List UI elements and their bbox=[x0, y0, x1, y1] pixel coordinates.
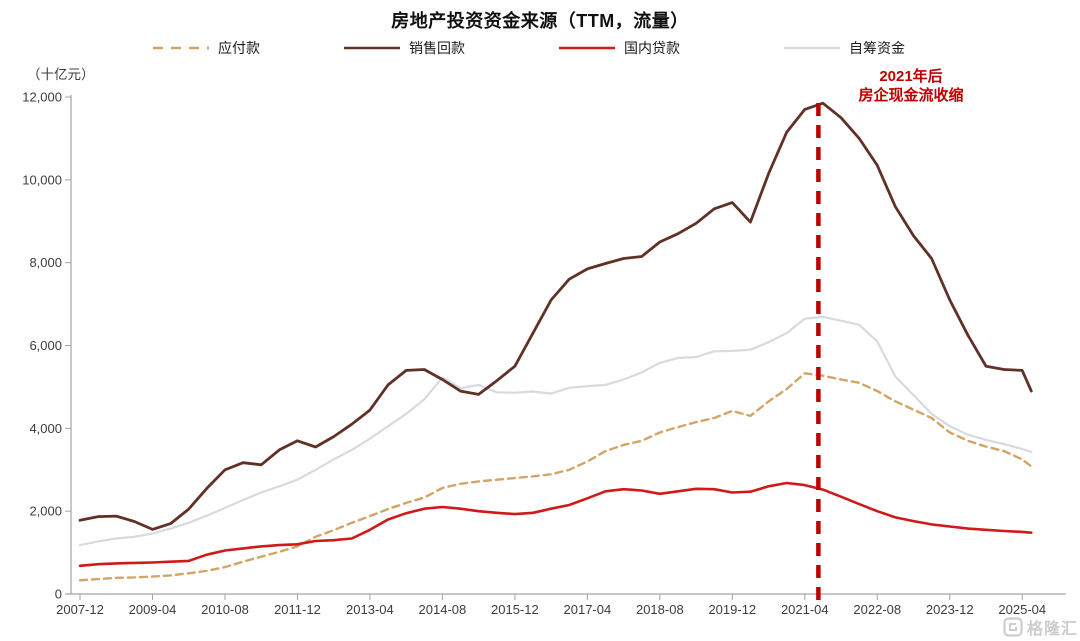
x-tick-label: 2023-12 bbox=[926, 602, 974, 617]
x-tick-label: 2009-04 bbox=[129, 602, 177, 617]
sales-receipts-line-swatch-icon bbox=[344, 46, 400, 50]
y-tick-label: 4,000 bbox=[29, 421, 62, 436]
legend-item-sales-receipts: 销售回款 bbox=[343, 39, 465, 57]
x-tick-label: 2011-12 bbox=[274, 602, 321, 617]
y-tick-label: 10,000 bbox=[22, 172, 62, 187]
legend-label: 自筹资金 bbox=[849, 40, 905, 56]
series-self_raised bbox=[78, 315, 1033, 547]
legend-item-domestic-loans: 国内贷款 bbox=[558, 39, 680, 57]
x-tick-label: 2019-12 bbox=[708, 602, 756, 617]
x-tick-label: 2018-08 bbox=[636, 602, 684, 617]
payables-line-swatch-icon bbox=[153, 46, 209, 50]
legend-label: 国内贷款 bbox=[624, 40, 680, 56]
y-tick-label: 6,000 bbox=[29, 338, 62, 353]
page-title: 房地产投资资金来源（TTM，流量） bbox=[391, 11, 689, 31]
legend-label: 销售回款 bbox=[409, 40, 465, 56]
y-tick-label: 8,000 bbox=[29, 255, 62, 270]
annotation-2021: 2021年后 房企现金流收缩 bbox=[836, 67, 986, 105]
legend-label: 应付款 bbox=[218, 40, 260, 56]
gelonghui-logo-icon bbox=[1003, 617, 1023, 637]
series-domestic_loans bbox=[78, 481, 1033, 568]
x-tick-label: 2007-12 bbox=[56, 602, 104, 617]
annotation-line1: 2021年后 bbox=[879, 68, 943, 85]
legend-item-payables: 应付款 bbox=[152, 39, 260, 57]
y-tick-label: 12,000 bbox=[22, 90, 62, 105]
domestic-loans-line-swatch-icon bbox=[559, 46, 615, 50]
annotation-line2: 房企现金流收缩 bbox=[858, 87, 964, 104]
y-axis-unit-label: （十亿元） bbox=[27, 67, 95, 82]
legend-item-self-raised: 自筹资金 bbox=[783, 39, 905, 57]
gelonghui-watermark: 格隆汇 bbox=[1003, 615, 1078, 639]
x-tick-label: 2021-04 bbox=[781, 602, 829, 617]
series-sales_receipts bbox=[78, 101, 1033, 531]
x-tick-label: 2022-08 bbox=[853, 602, 901, 617]
x-tick-label: 2015-12 bbox=[491, 602, 539, 617]
x-tick-label: 2025-04 bbox=[998, 602, 1046, 617]
x-tick-label: 2010-08 bbox=[201, 602, 249, 617]
x-tick-label: 2017-04 bbox=[564, 602, 612, 617]
y-tick-label: 2,000 bbox=[29, 504, 62, 519]
series-payables bbox=[78, 372, 1033, 582]
y-tick-label: 0 bbox=[55, 587, 62, 602]
watermark-text: 格隆汇 bbox=[1026, 621, 1078, 638]
x-tick-label: 2013-04 bbox=[346, 602, 394, 617]
self-raised-line-swatch-icon bbox=[784, 46, 840, 50]
x-tick-label: 2014-08 bbox=[419, 602, 467, 617]
